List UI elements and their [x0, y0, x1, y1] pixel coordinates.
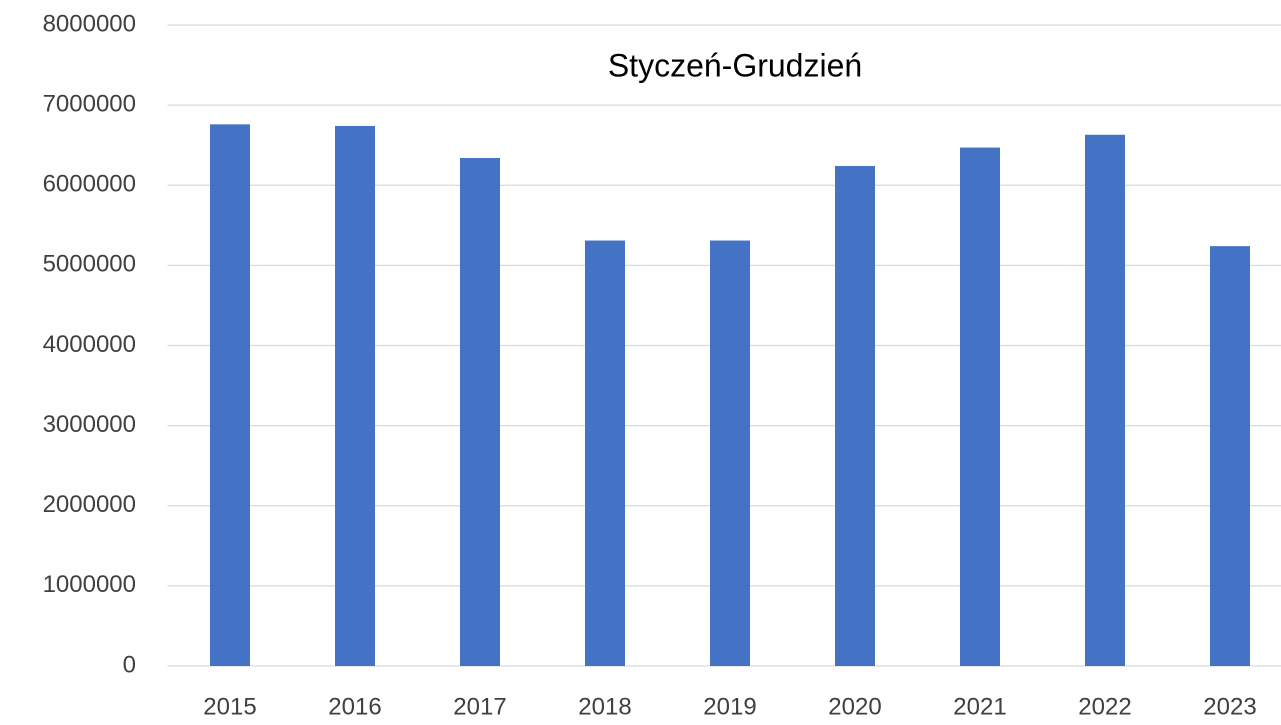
y-tick-label: 0	[123, 651, 136, 678]
y-tick-label: 2000000	[43, 491, 136, 518]
x-tick-label: 2016	[328, 693, 381, 720]
bar	[460, 158, 500, 666]
x-tick-label: 2020	[828, 693, 881, 720]
y-tick-label: 3000000	[43, 411, 136, 438]
chart: Styczeń-Grudzień 0 1000000 2000000 3000000 4…	[0, 0, 1281, 725]
y-tick-label: 1000000	[43, 571, 136, 598]
page: {"chart_data": {"type": "bar", "title": …	[0, 0, 1281, 725]
x-tick-label: 2015	[203, 693, 256, 720]
y-tick-label: 8000000	[43, 10, 136, 37]
bar	[585, 241, 625, 666]
x-tick-label: 2017	[453, 693, 506, 720]
x-tick-label: 2021	[953, 693, 1006, 720]
y-tick-label: 6000000	[43, 171, 136, 198]
bar	[335, 126, 375, 666]
x-tick-label: 2022	[1078, 693, 1131, 720]
bar	[1210, 246, 1250, 666]
bar	[210, 124, 250, 666]
bar	[960, 148, 1000, 666]
x-tick-label: 2018	[578, 693, 631, 720]
bar	[710, 241, 750, 666]
x-tick-label: 2023	[1203, 693, 1256, 720]
bar	[1085, 135, 1125, 666]
bar	[835, 166, 875, 666]
y-tick-label: 5000000	[43, 251, 136, 278]
y-tick-label: 4000000	[43, 331, 136, 358]
chart-title: Styczeń-Grudzień	[608, 47, 862, 83]
y-tick-label: 7000000	[43, 90, 136, 117]
x-tick-label: 2019	[703, 693, 756, 720]
